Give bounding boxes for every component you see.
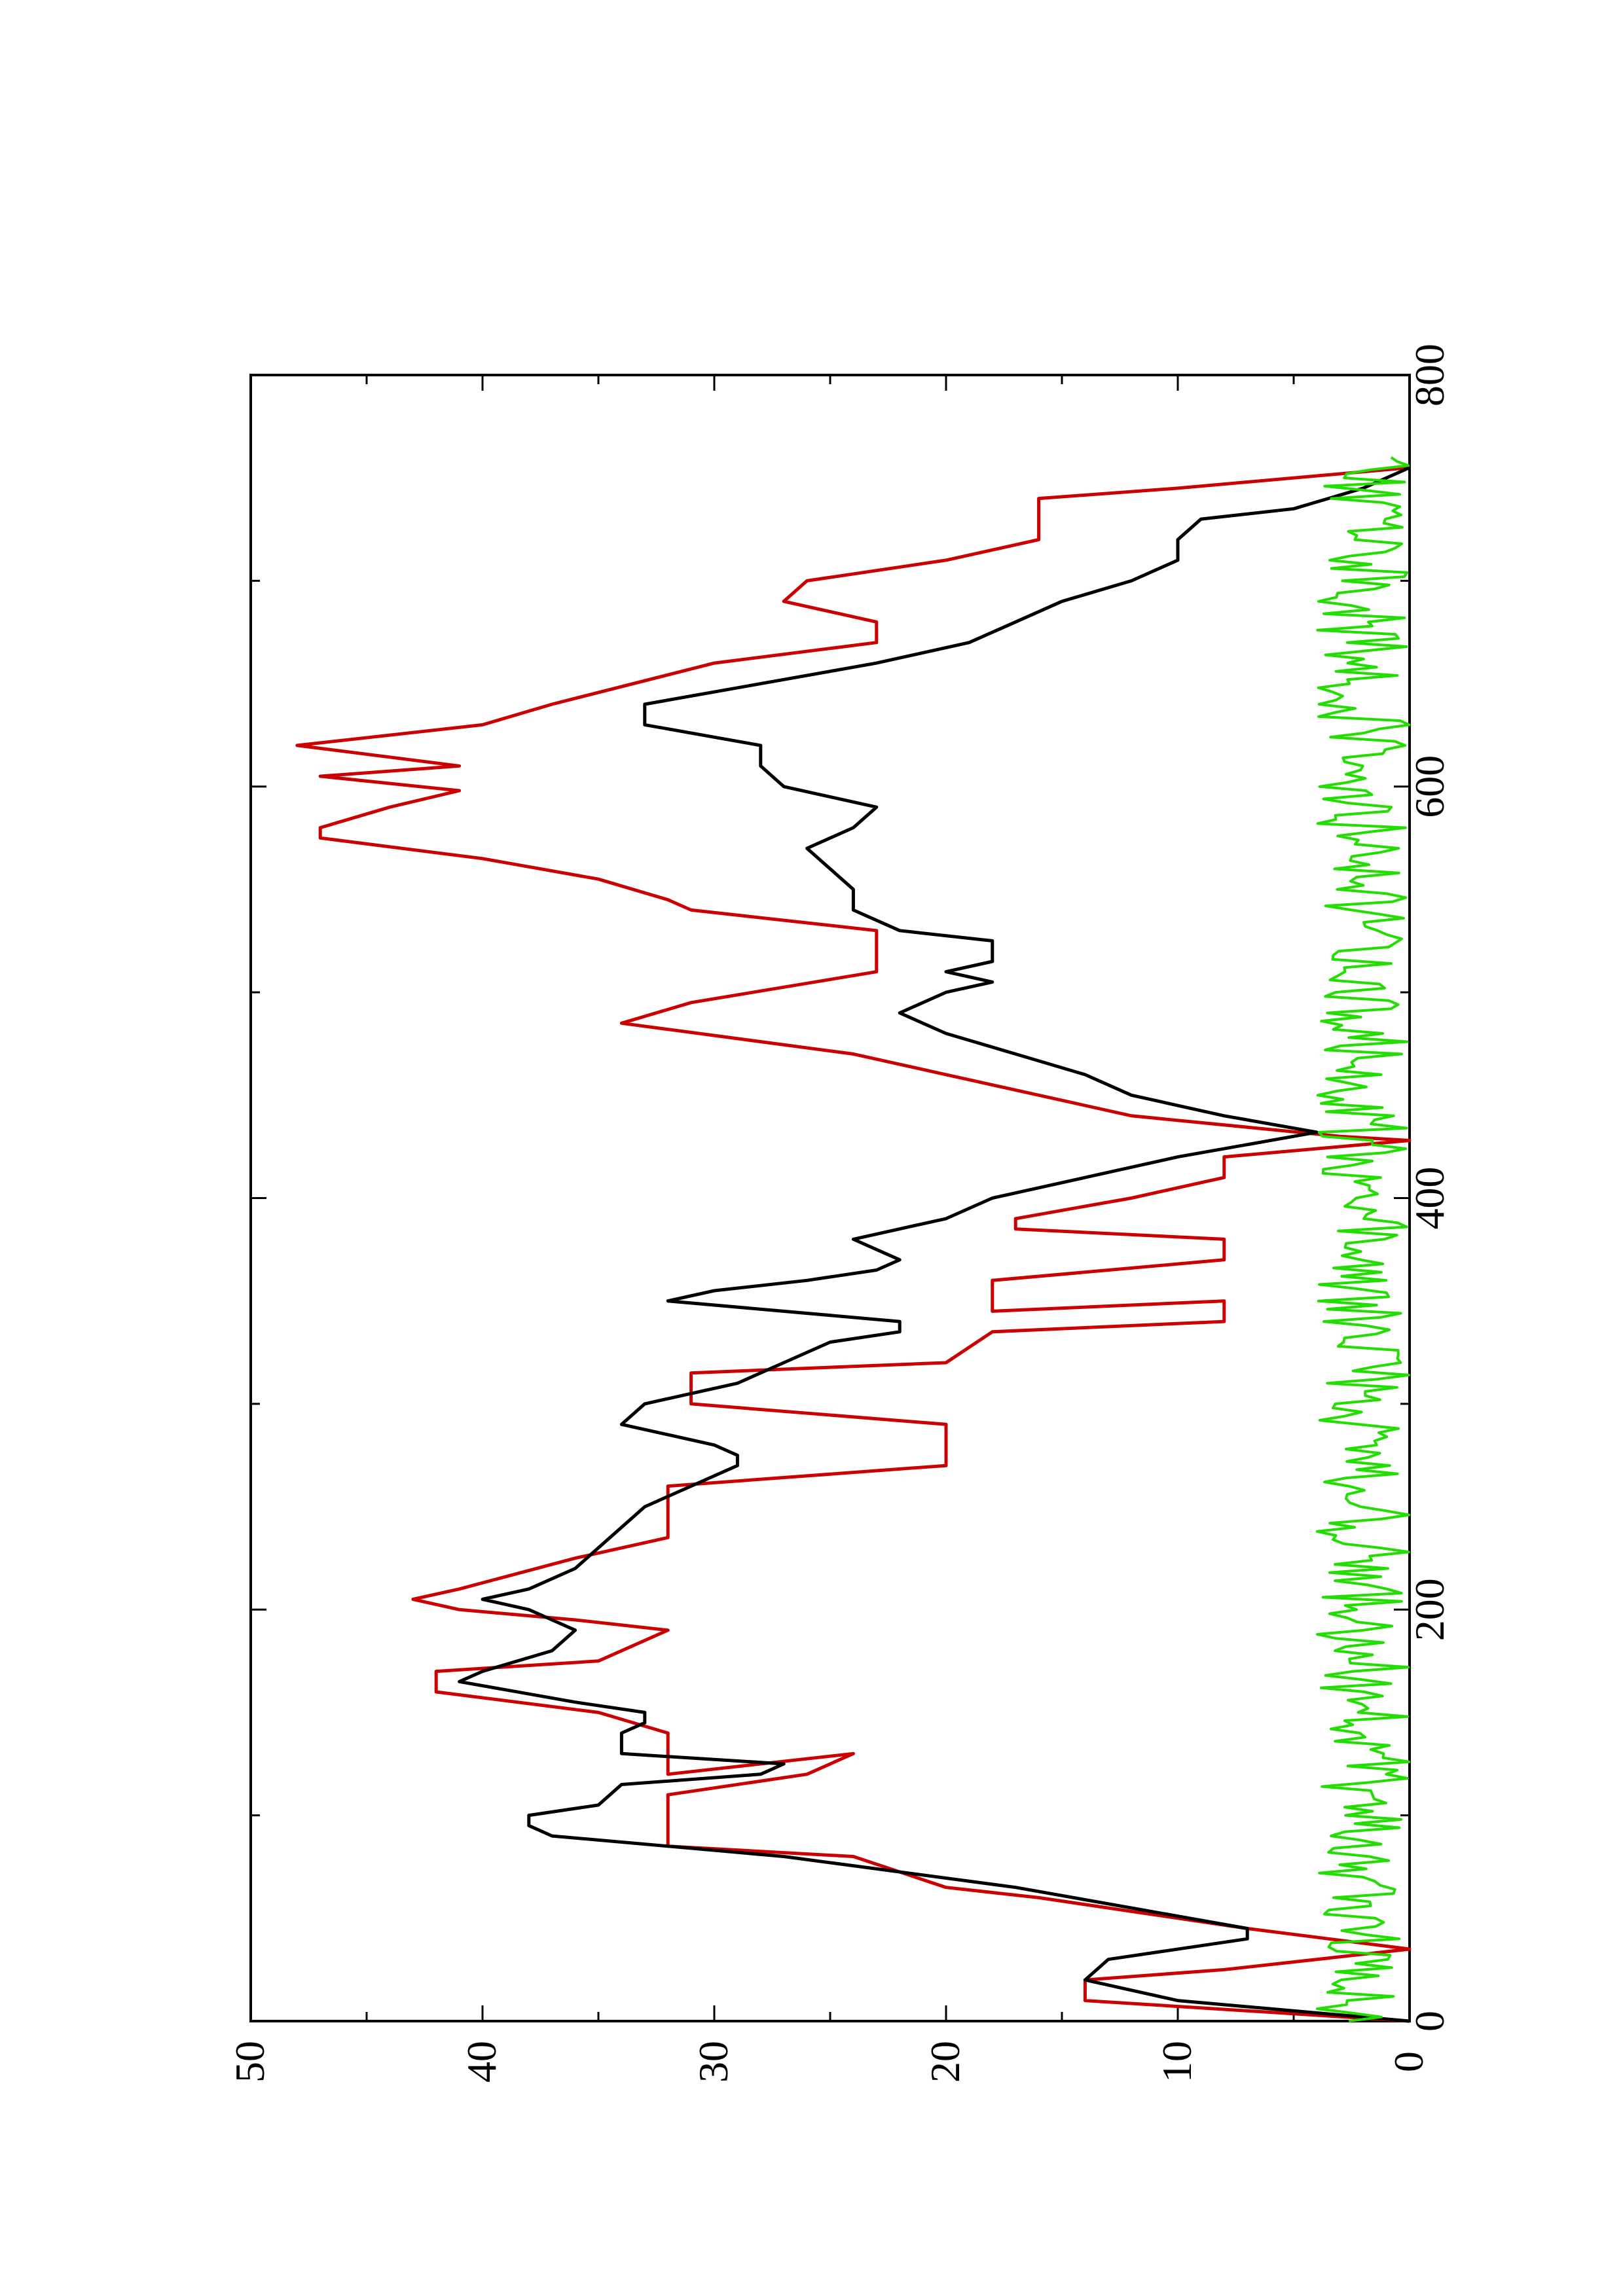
y-tick-label: 30: [690, 2041, 737, 2083]
y-tick-label: 10: [1154, 2041, 1200, 2083]
y-tick-label: 0: [1385, 2051, 1432, 2072]
series-line-0: [295, 466, 1412, 2023]
series-line-2: [1315, 456, 1411, 2022]
x-tick-label: 400: [1406, 1167, 1453, 1230]
series-line-1: [458, 466, 1411, 2023]
x-tick-label: 600: [1406, 755, 1453, 818]
x-tick-label: 0: [1406, 2011, 1453, 2032]
tick-labels: 0 200 400 600 800 0 10 20 30 40 50: [227, 344, 1453, 2083]
series-layer: [295, 456, 1412, 2023]
plot-frame: [249, 374, 1411, 2022]
axis-ticks: [249, 374, 1411, 2022]
x-tick-label: 800: [1406, 344, 1453, 406]
x-tick-label: 200: [1406, 1578, 1453, 1641]
y-tick-label: 20: [922, 2041, 968, 2083]
y-tick-label: 50: [227, 2041, 273, 2083]
y-tick-label: 40: [458, 2041, 505, 2083]
